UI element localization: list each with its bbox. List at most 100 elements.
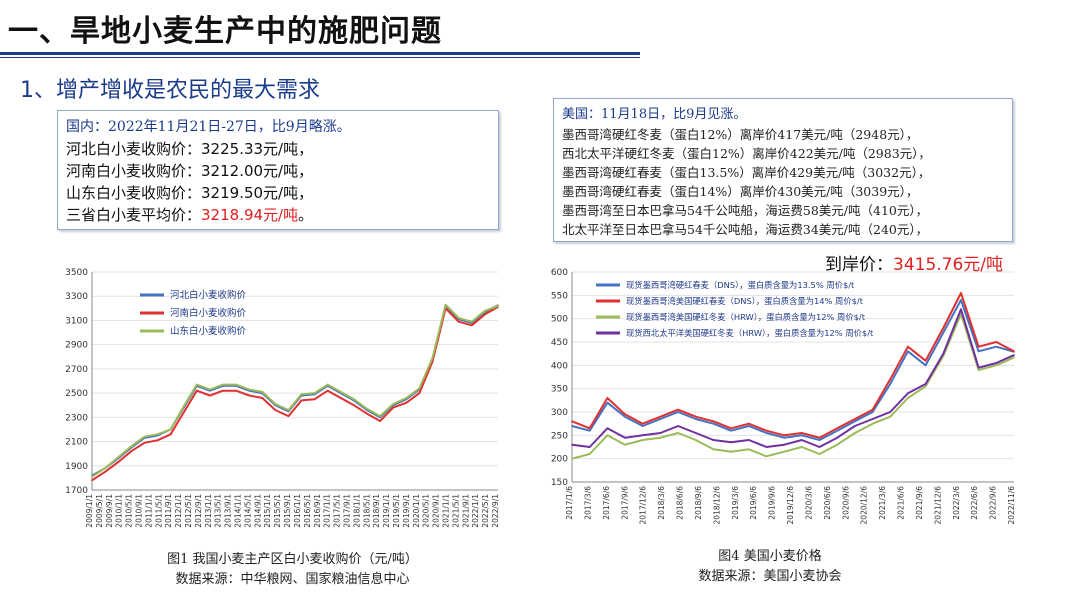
data-point xyxy=(783,434,785,437)
data-point xyxy=(801,432,803,434)
data-point xyxy=(871,411,874,413)
x-tick-label: 2019/9/1 xyxy=(402,494,411,528)
data-point xyxy=(1013,356,1015,359)
x-tick-label: 2010/9/1 xyxy=(135,494,144,528)
data-point xyxy=(326,383,329,386)
data-point xyxy=(889,383,891,385)
series-line xyxy=(91,303,499,478)
x-tick-label: 2012/1/1 xyxy=(174,494,183,528)
domestic-row-label: 山东白小麦收购价： xyxy=(66,184,202,202)
landed-price-value: 3415.76元/吨 xyxy=(893,255,1004,275)
x-tick-label: 2019/12/6 xyxy=(786,486,795,525)
x-tick-label: 2009/1/1 xyxy=(85,494,94,528)
data-point xyxy=(836,427,838,430)
y-tick-label: 2100 xyxy=(65,438,88,448)
landed-price-label: 到岸价： xyxy=(825,255,893,275)
data-point xyxy=(353,404,355,406)
x-tick-label: 2013/1/1 xyxy=(204,494,213,528)
data-point xyxy=(156,433,159,436)
data-point xyxy=(995,345,998,348)
domestic-row-label: 河北白小麦收购价： xyxy=(66,140,202,158)
data-point xyxy=(801,439,803,441)
figure1-source: 数据来源：中华粮网、国家粮油信息中心 xyxy=(175,572,410,587)
x-tick-label: 2022/5/1 xyxy=(481,494,490,528)
x-tick-label: 2021/1/1 xyxy=(441,494,450,528)
x-tick-label: 2020/5/1 xyxy=(422,494,431,528)
data-point xyxy=(677,408,679,411)
x-tick-label: 2014/9/1 xyxy=(253,494,262,528)
data-point xyxy=(677,432,679,434)
data-point xyxy=(471,324,473,327)
data-point xyxy=(730,429,732,432)
data-point xyxy=(995,341,998,343)
data-point xyxy=(274,409,277,411)
data-point xyxy=(484,310,486,312)
data-point xyxy=(641,422,644,425)
title-rule xyxy=(0,52,640,55)
figure4-source: 数据来源：美国小麦协会 xyxy=(698,569,842,584)
data-point xyxy=(457,320,460,323)
data-point xyxy=(606,397,609,399)
data-point xyxy=(624,415,626,418)
data-point xyxy=(924,383,927,385)
data-point xyxy=(235,383,237,386)
x-tick-label: 2014/5/1 xyxy=(243,494,252,528)
x-tick-label: 2021/3/6 xyxy=(878,486,887,520)
data-point xyxy=(571,425,573,427)
domestic-row: 山东白小麦收购价：3219.50元/吨， xyxy=(66,182,313,203)
x-tick-label: 2009/5/1 xyxy=(95,494,104,528)
data-point xyxy=(405,402,408,404)
data-point xyxy=(995,362,998,364)
domestic-row: 河南白小麦收购价：3212.00元/吨， xyxy=(66,160,313,181)
data-point xyxy=(960,308,962,311)
data-point xyxy=(182,405,185,408)
data-point xyxy=(130,450,133,452)
data-point xyxy=(169,428,172,431)
data-point xyxy=(143,435,146,438)
title-rule-thin xyxy=(0,57,640,58)
x-tick-label: 2011/1/1 xyxy=(144,494,153,528)
data-point xyxy=(588,453,591,455)
y-tick-label: 3100 xyxy=(65,316,88,326)
data-point xyxy=(748,425,750,427)
data-point xyxy=(209,394,211,397)
data-point xyxy=(942,331,945,334)
data-point xyxy=(91,479,93,482)
x-tick-label: 2017/9/6 xyxy=(620,486,629,520)
data-point xyxy=(457,317,460,319)
data-point xyxy=(641,425,644,427)
data-point xyxy=(995,364,998,367)
figure4-caption: 图4 美国小麦价格 xyxy=(718,549,822,564)
data-point xyxy=(1013,350,1015,353)
data-point xyxy=(924,359,927,362)
data-point xyxy=(274,403,277,405)
x-tick-label: 2017/6/6 xyxy=(602,486,611,520)
data-point xyxy=(588,429,591,432)
data-point xyxy=(313,392,316,394)
us-price-item: 墨西哥湾硬红冬麦（蛋白12%）离岸价417美元/吨（2948元）， xyxy=(562,127,919,142)
data-point xyxy=(712,448,715,451)
figure1-caption: 图1 我国小麦主产区白小麦收购价（元/吨） xyxy=(167,552,418,567)
data-point xyxy=(748,439,750,441)
x-tick-label: 2019/6/6 xyxy=(749,486,758,520)
data-point xyxy=(695,432,697,434)
domestic-row-label: 河南白小麦收购价： xyxy=(66,162,202,180)
data-point xyxy=(889,415,891,418)
data-point xyxy=(169,433,172,436)
data-point xyxy=(854,432,856,434)
y-tick-label: 2900 xyxy=(65,341,88,351)
data-point xyxy=(942,352,945,355)
data-point xyxy=(960,299,962,301)
data-point xyxy=(1013,354,1015,356)
data-point xyxy=(117,456,119,459)
data-point xyxy=(571,443,573,446)
data-point xyxy=(977,369,980,371)
data-point xyxy=(641,439,644,441)
x-tick-label: 2022/3/6 xyxy=(952,486,961,520)
domestic-row: 河北白小麦收购价：3225.33元/吨， xyxy=(66,138,313,159)
x-tick-label: 2017/12/6 xyxy=(639,486,648,525)
x-tick-label: 2014/1/1 xyxy=(234,494,243,528)
domestic-average-tail: 。 xyxy=(298,206,314,224)
data-point xyxy=(783,436,785,439)
x-tick-label: 2022/9/1 xyxy=(491,494,500,528)
